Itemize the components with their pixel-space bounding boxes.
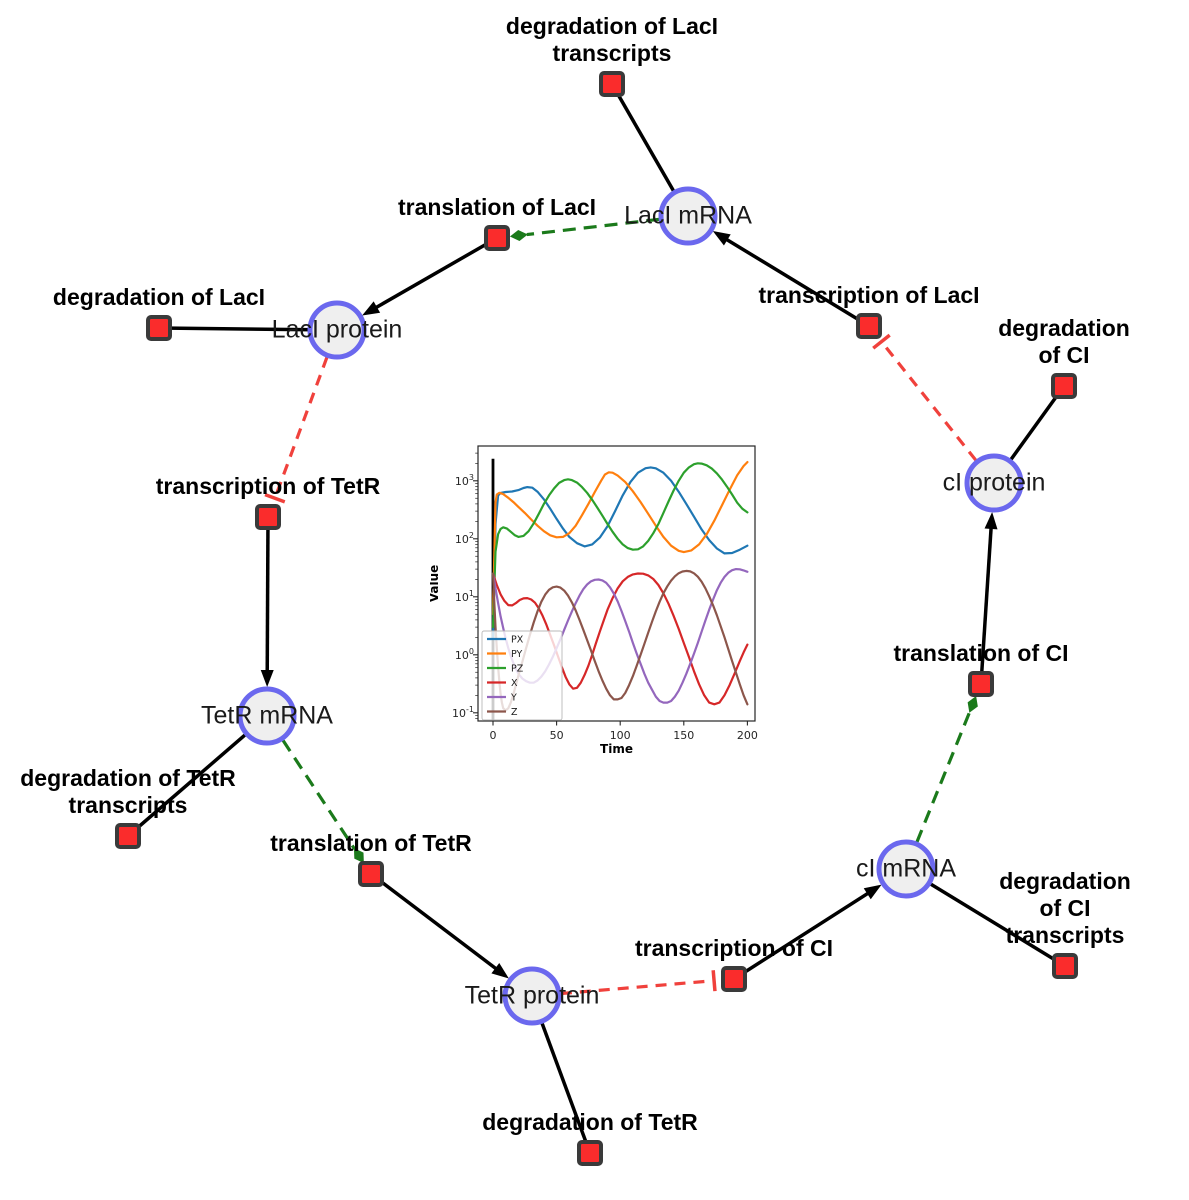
reaction-label-tl-laci: translation of LacI (397, 194, 597, 220)
reaction-node-tr-tetr (255, 504, 281, 530)
arrowhead-icon (984, 511, 998, 530)
legend-label-PZ: PZ (511, 664, 524, 675)
reaction-node-tl-tetr (358, 861, 384, 887)
reaction-node-tr-ci (721, 966, 747, 992)
arrowhead-icon (260, 669, 274, 688)
edge-tl-tetr-tetr-prot (369, 872, 509, 979)
species-node-laci-mrna (658, 186, 718, 246)
edge-tetr-mrna-deg-tetr-tx (126, 714, 269, 838)
reaction-node-deg-laci (146, 315, 172, 341)
modifier-diamond-icon (967, 696, 978, 713)
y-tick-label: 103 (455, 473, 474, 488)
edge-laci-prot-deg-laci (158, 326, 338, 332)
edge-tl-laci-laci-prot (362, 236, 498, 316)
legend-label-PX: PX (511, 635, 524, 646)
modifier-diamond-icon (353, 848, 364, 864)
arrowhead-icon (863, 884, 882, 900)
edge-laci-prot-tr-tetr (264, 356, 329, 504)
species-node-tetr-prot (502, 966, 562, 1026)
chart-frame (477, 445, 756, 722)
edge-tr-laci-laci-mrna (712, 231, 870, 328)
species-label-tetr-prot: TetR protein (464, 981, 600, 1010)
reaction-label-tr-laci: transcription of LacI (758, 282, 980, 308)
species-node-tetr-mrna (237, 686, 297, 746)
edge-tr-tetr-tetr-mrna (260, 516, 274, 688)
legend-label-Z: Z (511, 707, 518, 718)
species-node-ci-prot (964, 453, 1024, 513)
species-label-laci-mrna: LacI mRNA (624, 201, 752, 230)
reaction-label-deg-ci-tx: degradation of CI transcripts (999, 868, 1131, 948)
edge-tl-ci-ci-prot (979, 511, 998, 685)
arrowhead-icon (712, 231, 731, 246)
arrowhead-icon (362, 301, 381, 316)
reaction-label-deg-laci: degradation of LacI (52, 284, 266, 310)
reaction-node-deg-ci (1051, 373, 1077, 399)
reaction-node-tr-laci (856, 313, 882, 339)
species-label-tetr-mrna: TetR mRNA (201, 701, 333, 730)
x-tick-label: 50 (550, 729, 564, 742)
species-node-laci-prot (307, 300, 367, 360)
reaction-label-deg-ci: degradation of CI (998, 315, 1130, 368)
edge-ci-mrna-tl-ci (915, 696, 978, 843)
series-line-X (491, 572, 749, 706)
species-node-ci-mrna (876, 839, 936, 899)
reaction-label-deg-tetr-tx: degradation of TetR transcripts (20, 765, 236, 818)
x-axis-label: Time (600, 742, 633, 756)
reaction-node-deg-laci-tx (599, 71, 625, 97)
modifier-diamond-icon (509, 230, 528, 241)
reaction-node-tl-laci (484, 225, 510, 251)
reaction-label-deg-tetr: degradation of TetR (482, 1109, 698, 1135)
edge-tr-ci-ci-mrna (733, 884, 882, 981)
species-label-laci-prot: LacI protein (271, 315, 403, 344)
reaction-label-tl-ci: translation of CI (893, 640, 1069, 666)
reaction-label-tr-tetr: transcription of TetR (155, 473, 381, 499)
reaction-node-deg-tetr (577, 1140, 603, 1166)
species-label-ci-prot: cI protein (942, 468, 1046, 497)
inhibition-tbar-icon (264, 492, 286, 504)
edge-tetr-prot-tr-ci (560, 970, 717, 996)
reaction-label-deg-laci-tx: degradation of LacI transcripts (505, 13, 719, 66)
arrowhead-icon (491, 963, 509, 979)
edge-ci-prot-tr-laci (872, 333, 978, 462)
series-line-PX (491, 466, 749, 639)
chart-legend: PX PY PZ XYZ (481, 630, 563, 721)
reaction-node-tl-ci (968, 671, 994, 697)
x-tick-label: 0 (490, 729, 497, 742)
reaction-label-tl-tetr: translation of TetR (270, 830, 472, 856)
series-line-PY (491, 461, 749, 616)
inhibition-tbar-icon (711, 970, 717, 992)
y-tick-label: 10-1 (452, 705, 474, 720)
reaction-node-deg-ci-tx (1052, 953, 1078, 979)
x-tick-label: 200 (737, 729, 758, 742)
reaction-node-deg-tetr-tx (115, 823, 141, 849)
y-tick-label: 100 (455, 647, 474, 662)
reaction-label-tr-ci: transcription of CI (634, 935, 834, 961)
y-tick-label: 102 (455, 531, 474, 546)
y-tick-label: 101 (455, 589, 474, 604)
series-line-PZ (491, 462, 749, 629)
edge-tetr-mrna-tl-tetr (281, 739, 364, 864)
inhibition-tbar-icon (872, 333, 891, 350)
x-tick-label: 150 (673, 729, 694, 742)
species-label-ci-mrna: cI mRNA (856, 854, 956, 883)
edge-ci-mrna-deg-ci-tx (905, 867, 1066, 968)
y-axis-label: Value (430, 565, 441, 603)
x-tick-label: 100 (610, 729, 631, 742)
edge-laci-mrna-tl-laci (509, 217, 660, 241)
legend-label-Y: Y (510, 693, 517, 704)
legend-label-X: X (511, 678, 518, 689)
legend-label-PY: PY (511, 649, 523, 660)
